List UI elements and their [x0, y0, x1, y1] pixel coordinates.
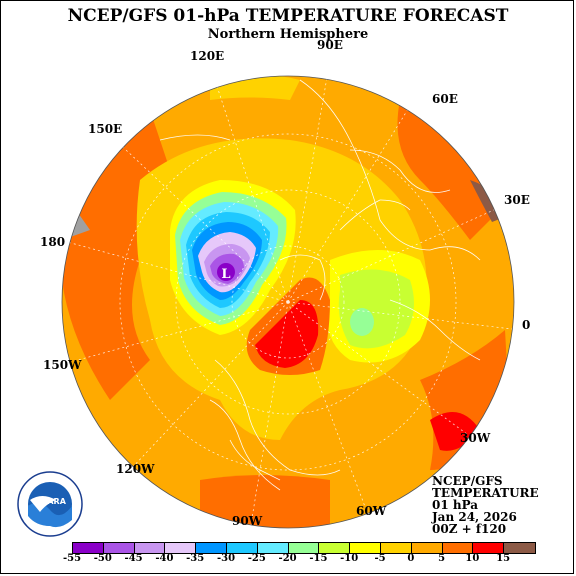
- field-hot-northeast: [397, 100, 510, 240]
- lon-label-120w: 120W: [116, 462, 155, 476]
- forecast-info: NCEP/GFS TEMPERATURE 01 hPa Jan 24, 2026…: [432, 475, 539, 535]
- map-title: NCEP/GFS 01-hPa TEMPERATURE FORECAST: [67, 6, 509, 26]
- info-level: 01 hPa: [432, 498, 479, 512]
- info-date: Jan 24, 2026: [432, 510, 517, 524]
- colorbar-segment: [103, 543, 135, 553]
- field-yellow-north: [210, 76, 300, 100]
- colorbar-tick-label: -45: [124, 553, 143, 564]
- info-run: 00Z + f120: [432, 522, 507, 536]
- colorbar-segment: [380, 543, 412, 553]
- colorbar-segment: [319, 543, 351, 553]
- colorbar-tick-label: -50: [93, 553, 112, 564]
- info-variable: TEMPERATURE: [432, 486, 539, 500]
- field-green-core: [350, 308, 374, 336]
- colorbar-segment: [288, 543, 320, 553]
- lon-label-150w: 150W: [43, 358, 82, 372]
- lon-label-150e: 150E: [88, 122, 123, 136]
- lon-label-120e: 120E: [190, 49, 225, 63]
- colorbar-tick-label: -35: [186, 553, 205, 564]
- colorbar-segment: [350, 543, 381, 553]
- colorbar-segment: [73, 543, 104, 553]
- colorbar-tick-label: 5: [438, 553, 446, 564]
- field-hot-south: [200, 475, 330, 528]
- colorbar-segment: [257, 543, 289, 553]
- lon-label-30e: 30E: [504, 193, 530, 207]
- colorbar-tick-label: 10: [465, 553, 480, 564]
- low-pressure-marker: L: [221, 267, 230, 282]
- field-hottest-canada: [255, 300, 319, 368]
- colorbar-tick-label: 0: [407, 553, 415, 564]
- lon-label-90e: 90E: [317, 38, 343, 52]
- colorbar-segment: [473, 543, 505, 553]
- coastlines: [159, 79, 481, 491]
- colorbar-segment: [504, 543, 535, 553]
- colorbar-tick-label: -40: [155, 553, 174, 564]
- map-subtitle: Northern Hemisphere: [207, 27, 369, 42]
- colorbar-segment: [411, 543, 443, 553]
- colorbar-segment: [442, 543, 474, 553]
- info-model: NCEP/GFS: [432, 474, 503, 488]
- colorbar-tick-label: 15: [496, 553, 511, 564]
- lon-label-60w: 60W: [356, 504, 387, 518]
- lon-label-90w: 90W: [232, 514, 263, 528]
- colorbar-segment: [196, 543, 227, 553]
- colorbar-tick-label: -20: [278, 553, 297, 564]
- colorbar-segment: [134, 543, 166, 553]
- colorbar-tick-label: -25: [247, 553, 266, 564]
- temperature-colorbar: [72, 542, 536, 554]
- noaa-logo-text: NOARA: [34, 497, 67, 506]
- lon-label-30w: 30W: [460, 431, 491, 445]
- colorbar-segment: [165, 543, 197, 553]
- noaa-logo: NOARA: [17, 471, 83, 537]
- map-boundary: [61, 75, 515, 529]
- colorbar-tick-label: -55: [62, 553, 82, 564]
- colorbar-tick-label: -15: [309, 553, 328, 564]
- colorbar-tick-label: -10: [340, 553, 359, 564]
- graticule: [62, 76, 514, 528]
- lon-label-180: 180: [40, 235, 66, 249]
- colorbar-segment: [226, 543, 258, 553]
- colorbar-tick-label: -30: [216, 553, 236, 564]
- lon-label-0: 0: [522, 318, 531, 332]
- field-vortex-core: [217, 263, 235, 281]
- lon-label-60e: 60E: [432, 92, 458, 106]
- colorbar-tick-label: -5: [374, 553, 386, 564]
- colorbar-ticks: -55 -50 -45 -40 -35 -30 -25 -20 -15 -10 -5 0 5 10 15: [0, 553, 576, 567]
